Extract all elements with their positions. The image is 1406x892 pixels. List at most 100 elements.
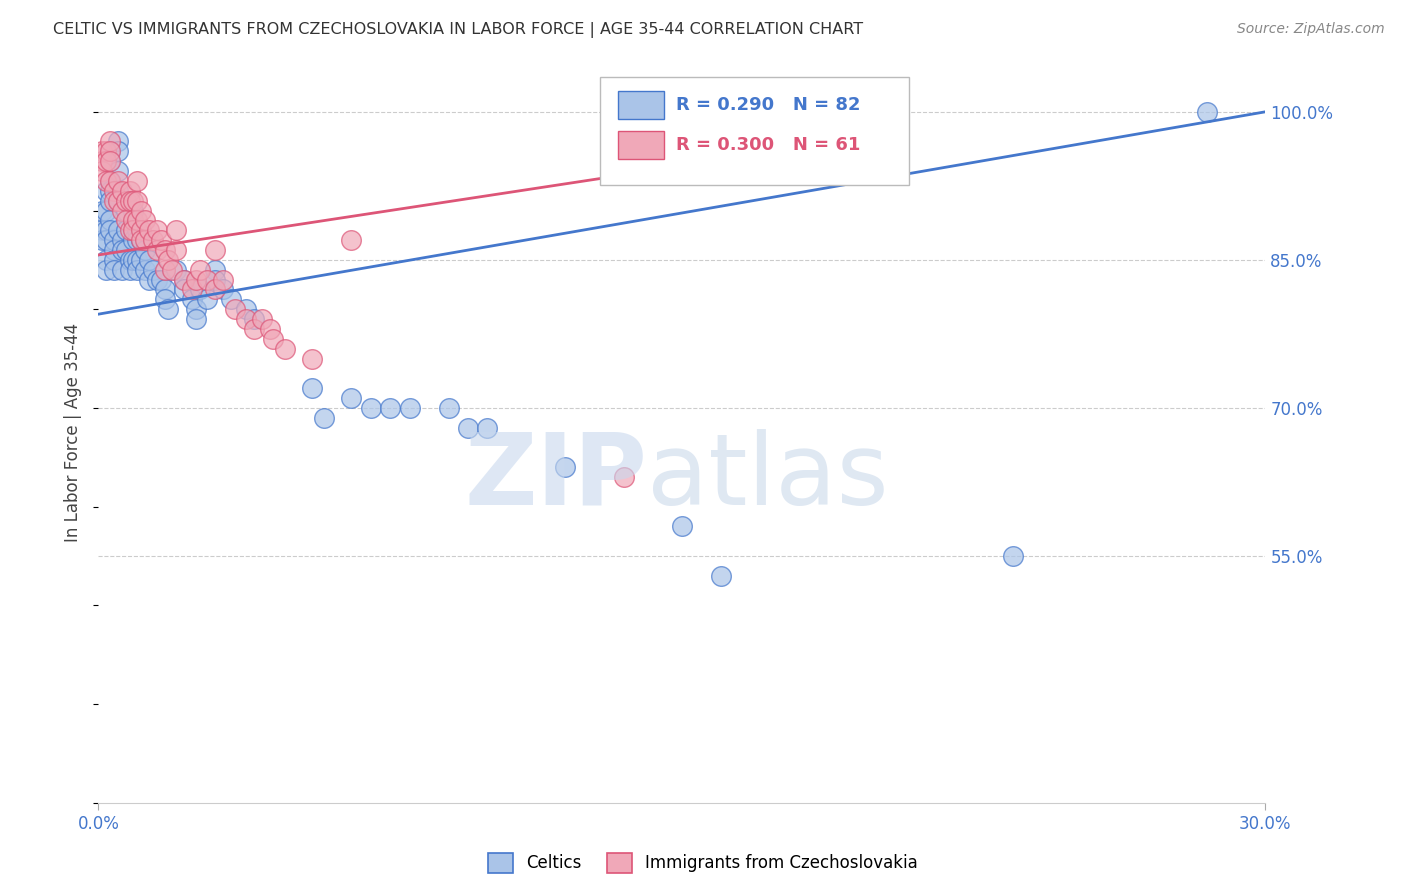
Point bbox=[195, 293, 218, 307]
Point bbox=[91, 164, 114, 178]
Point bbox=[165, 223, 187, 237]
Point bbox=[134, 262, 156, 277]
Point bbox=[477, 420, 499, 434]
Point bbox=[122, 223, 145, 237]
Point bbox=[96, 252, 118, 267]
Point bbox=[138, 223, 160, 237]
Point bbox=[274, 342, 297, 356]
Text: Source: ZipAtlas.com: Source: ZipAtlas.com bbox=[1237, 22, 1385, 37]
Point bbox=[184, 312, 207, 326]
Point bbox=[96, 184, 118, 198]
Point bbox=[127, 233, 149, 247]
Point bbox=[129, 252, 152, 267]
Point bbox=[103, 252, 125, 267]
Point bbox=[262, 332, 284, 346]
Point bbox=[114, 213, 136, 227]
Y-axis label: In Labor Force | Age 35-44: In Labor Force | Age 35-44 bbox=[65, 323, 83, 542]
Point bbox=[96, 145, 118, 159]
Point bbox=[184, 302, 207, 317]
Point bbox=[149, 233, 172, 247]
Point bbox=[96, 174, 118, 188]
Point bbox=[554, 460, 576, 475]
Point bbox=[671, 519, 693, 533]
Point bbox=[98, 184, 121, 198]
Text: atlas: atlas bbox=[647, 428, 889, 525]
Point bbox=[312, 410, 335, 425]
Point bbox=[1001, 549, 1024, 563]
Point bbox=[122, 194, 145, 208]
Point bbox=[98, 174, 121, 188]
Point bbox=[91, 203, 114, 218]
Point bbox=[235, 302, 257, 317]
Point bbox=[127, 213, 149, 227]
Point bbox=[165, 243, 187, 257]
Point bbox=[107, 174, 129, 188]
Point bbox=[118, 194, 141, 208]
Point bbox=[134, 233, 156, 247]
Point bbox=[153, 293, 176, 307]
Point bbox=[98, 145, 121, 159]
Point bbox=[173, 283, 195, 297]
Point bbox=[127, 174, 149, 188]
Point bbox=[301, 351, 323, 366]
Point bbox=[398, 401, 420, 415]
Point bbox=[129, 203, 152, 218]
Legend: Celtics, Immigrants from Czechoslovakia: Celtics, Immigrants from Czechoslovakia bbox=[481, 847, 925, 880]
Point bbox=[122, 203, 145, 218]
Point bbox=[138, 272, 160, 286]
Point bbox=[162, 262, 184, 277]
Point bbox=[437, 401, 460, 415]
Point bbox=[127, 223, 149, 237]
Point bbox=[157, 302, 180, 317]
Point bbox=[114, 194, 136, 208]
Point bbox=[259, 322, 281, 336]
Point bbox=[118, 223, 141, 237]
Point bbox=[378, 401, 402, 415]
Point bbox=[98, 135, 121, 149]
Point bbox=[360, 401, 382, 415]
Point bbox=[98, 154, 121, 169]
Point bbox=[98, 194, 121, 208]
Point bbox=[212, 283, 235, 297]
Point bbox=[142, 233, 165, 247]
Point bbox=[111, 203, 134, 218]
Point bbox=[134, 213, 156, 227]
Point bbox=[180, 283, 202, 297]
Point bbox=[243, 322, 266, 336]
Point bbox=[204, 262, 226, 277]
Point bbox=[122, 213, 145, 227]
Point bbox=[180, 293, 202, 307]
FancyBboxPatch shape bbox=[600, 78, 910, 185]
Point bbox=[103, 184, 125, 198]
Point bbox=[107, 164, 129, 178]
Point bbox=[96, 233, 118, 247]
Point bbox=[107, 184, 129, 198]
Point bbox=[91, 145, 114, 159]
Point bbox=[96, 203, 118, 218]
Point bbox=[107, 194, 129, 208]
Point bbox=[118, 184, 141, 198]
Point bbox=[122, 233, 145, 247]
Text: R = 0.290   N = 82: R = 0.290 N = 82 bbox=[676, 96, 860, 114]
Point bbox=[96, 223, 118, 237]
Point bbox=[142, 262, 165, 277]
Bar bbox=[617, 91, 665, 120]
Point bbox=[122, 252, 145, 267]
Point bbox=[96, 154, 118, 169]
Point bbox=[250, 312, 273, 326]
Point bbox=[134, 243, 156, 257]
Point bbox=[129, 223, 152, 237]
Point bbox=[457, 420, 479, 434]
Point bbox=[340, 391, 363, 405]
Text: R = 0.300   N = 61: R = 0.300 N = 61 bbox=[676, 136, 860, 153]
Bar bbox=[617, 130, 665, 159]
Point bbox=[111, 233, 134, 247]
Point bbox=[91, 233, 114, 247]
Point bbox=[153, 283, 176, 297]
Point bbox=[157, 252, 180, 267]
Point bbox=[118, 262, 141, 277]
Point bbox=[146, 243, 169, 257]
Point bbox=[122, 223, 145, 237]
Point bbox=[146, 223, 169, 237]
Point bbox=[613, 470, 636, 484]
